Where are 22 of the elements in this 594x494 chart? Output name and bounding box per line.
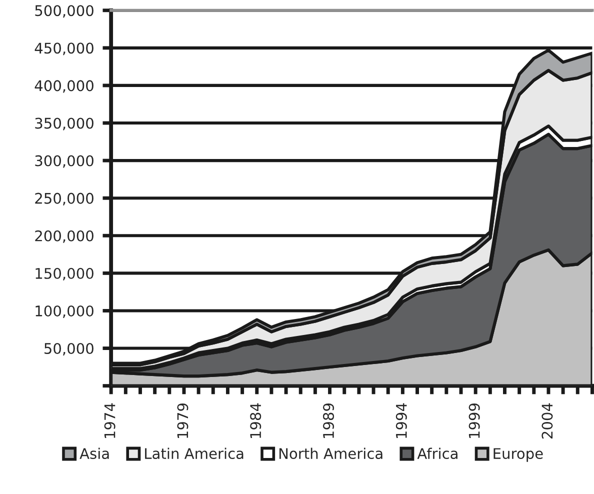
legend-label: North America (279, 448, 382, 460)
y-tick-label: 500,000 (35, 5, 94, 18)
legend-label: Africa (417, 448, 458, 460)
y-tick-label: 300,000 (35, 155, 94, 168)
y-tick-label: 250,000 (35, 192, 94, 206)
y-tick-label: 50,000 (44, 342, 94, 356)
legend-label: Latin America (145, 448, 244, 460)
y-tick-label: 150,000 (36, 268, 94, 280)
x-tick-label: 1999 (468, 404, 480, 438)
y-tick-label: 450,000 (34, 42, 94, 56)
x-tick-label: 1974 (104, 403, 116, 438)
x-tick-label: 1994 (396, 403, 407, 438)
x-tick-label: 1979 (177, 404, 188, 438)
legend-label: Asia (80, 448, 109, 460)
x-tick-label: 2004 (542, 403, 553, 439)
y-tick-label: 400,000 (34, 80, 94, 93)
y-tick-label: 100,000 (36, 305, 94, 318)
x-tick-label: 1989 (322, 404, 334, 438)
x-tick-label: 1984 (250, 403, 262, 438)
y-tick-label: 200,000 (35, 230, 94, 243)
y-tick-label: 350,000 (35, 118, 94, 130)
legend-label: Europe (494, 448, 543, 462)
